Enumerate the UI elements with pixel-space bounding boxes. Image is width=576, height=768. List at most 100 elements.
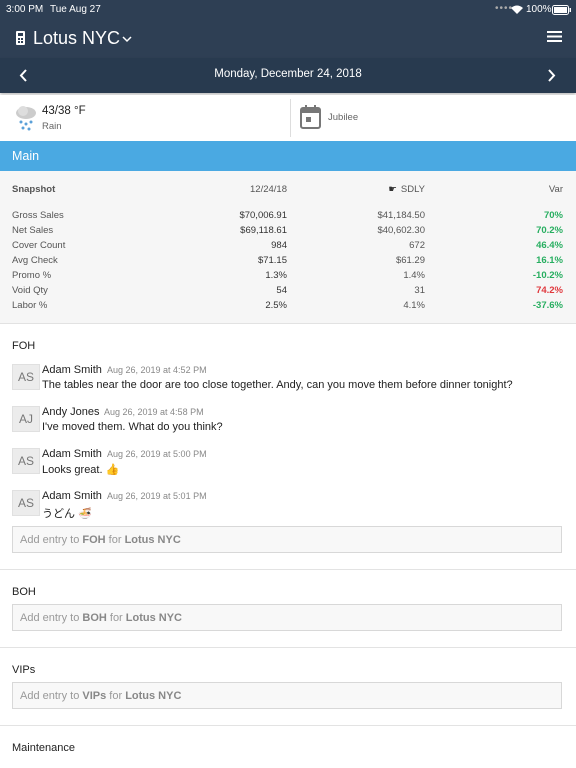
date-bar: Monday, December 24, 2018	[0, 58, 576, 93]
placeholder-part: for	[105, 534, 125, 546]
separator	[0, 725, 576, 726]
avatar: AJ	[12, 406, 40, 432]
snapshot-table: Snapshot 12/24/18 ☛ SDLY Var Gross Sales $70,0…	[0, 171, 576, 324]
separator	[0, 569, 576, 570]
sdly-value: 31	[414, 285, 425, 296]
battery-level: 100%	[526, 4, 552, 15]
battery-icon	[552, 5, 571, 15]
log-title: FOH	[12, 340, 36, 352]
dropdown-caret	[122, 36, 132, 43]
message: Looks great. 👍	[42, 464, 120, 476]
placeholder-part: BOH	[82, 612, 107, 624]
current-value: $70,006.91	[239, 210, 287, 221]
weather-condition: Rain	[42, 121, 62, 132]
column-header-text: Var	[548, 184, 563, 195]
row-label: Promo %	[12, 270, 52, 281]
wifi-icon	[511, 5, 523, 14]
location-icon	[16, 31, 25, 45]
placeholder-part: FOH	[82, 534, 106, 546]
avatar: AS	[12, 364, 40, 390]
app-header: Lotus NYC	[0, 20, 576, 58]
column-header: ☛ SDLY	[388, 184, 425, 195]
row-label: Net Sales	[12, 225, 54, 236]
current-date: Monday, December 24, 2018	[214, 68, 362, 80]
row-label: Avg Check	[12, 255, 58, 266]
event-name: Jubilee	[328, 112, 359, 123]
row-label: Gross Sales	[12, 210, 64, 221]
variance: -37.6%	[532, 300, 563, 311]
entry-input[interactable]: Add entry to VIPs for Lotus NYC	[12, 682, 562, 709]
signal-dots: ••••	[495, 3, 514, 14]
placeholder-part: for	[106, 690, 126, 702]
author: Adam Smith	[42, 490, 102, 502]
timestamp: Aug 26, 2019 at 4:58 PM	[104, 407, 204, 417]
log-title: BOH	[12, 586, 36, 598]
entry-input[interactable]: Add entry to FOH for Lotus NYC	[12, 526, 562, 553]
variance: 70%	[543, 210, 563, 221]
placeholder-part: Lotus NYC	[125, 612, 183, 624]
calendar-icon	[300, 105, 321, 129]
current-value: $71.15	[257, 255, 287, 266]
next-day-button[interactable]	[547, 69, 556, 82]
location-name: Lotus NYC	[33, 28, 121, 48]
current-value: $69,118.61	[240, 225, 287, 236]
prev-day-button[interactable]	[19, 69, 28, 82]
sdly-value: 1.4%	[403, 270, 425, 281]
sdly-value: $41,184.50	[377, 210, 425, 221]
column-header-text: 12/24/18	[250, 184, 287, 195]
message: The tables near the door are too close t…	[42, 379, 513, 391]
column-header-text: SDLY	[400, 184, 425, 195]
message: うどん 🍜	[42, 508, 92, 520]
menu-button[interactable]	[547, 30, 562, 43]
sdly-value: $61.29	[395, 255, 425, 266]
placeholder-part: VIPs	[82, 690, 107, 702]
column-header: Snapshot	[12, 184, 56, 195]
variance: -10.2%	[532, 270, 563, 281]
row-label: Labor %	[12, 300, 48, 311]
timestamp: Aug 26, 2019 at 4:52 PM	[107, 365, 207, 375]
temperature: 43/38 °F	[42, 105, 86, 117]
message: I've moved them. What do you think?	[42, 421, 223, 433]
column-header: 12/24/18	[250, 184, 287, 195]
variance: 16.1%	[536, 255, 563, 266]
log-title: VIPs	[12, 664, 36, 676]
sdly-value: $40,602.30	[377, 225, 425, 236]
status-time: 3:00 PM	[6, 4, 44, 15]
placeholder-part: Add entry to	[20, 690, 83, 702]
current-value: 1.3%	[265, 270, 287, 281]
author: Andy Jones	[42, 406, 100, 418]
timestamp: Aug 26, 2019 at 5:01 PM	[107, 491, 207, 501]
row-label: Void Qty	[12, 285, 48, 296]
log-title: Maintenance	[12, 742, 75, 754]
current-value: 54	[276, 285, 287, 296]
sdly-icon: ☛	[388, 184, 397, 195]
author: Adam Smith	[42, 448, 102, 460]
current-value: 2.5%	[265, 300, 287, 311]
current-value: 984	[271, 240, 287, 251]
section-header: Main	[0, 141, 576, 171]
variance: 70.2%	[536, 225, 563, 236]
entry-input[interactable]: Add entry to BOH for Lotus NYC	[12, 604, 562, 631]
placeholder-part: Lotus NYC	[125, 690, 182, 702]
weather-row: 43/38 °F Rain Jubilee	[0, 95, 576, 141]
sdly-value: 672	[409, 240, 425, 251]
placeholder-part: for	[106, 612, 126, 624]
section-title: Main	[12, 149, 40, 163]
variance: 46.4%	[536, 240, 563, 251]
variance: 74.2%	[536, 285, 563, 296]
status-bar: 3:00 PM Tue Aug 27 •••• 100%	[0, 0, 576, 20]
weather-icon	[16, 106, 36, 131]
column-header: Var	[549, 184, 563, 195]
divider	[290, 99, 291, 137]
placeholder-part: Add entry to	[20, 612, 83, 624]
sdly-value: 4.1%	[403, 300, 425, 311]
placeholder-part: Add entry to	[20, 534, 83, 546]
row-label: Cover Count	[12, 240, 66, 251]
avatar: AS	[12, 448, 40, 474]
author: Adam Smith	[42, 364, 102, 376]
status-date: Tue Aug 27	[50, 4, 101, 15]
separator	[0, 647, 576, 648]
placeholder-part: Lotus NYC	[124, 534, 181, 546]
avatar: AS	[12, 490, 40, 516]
